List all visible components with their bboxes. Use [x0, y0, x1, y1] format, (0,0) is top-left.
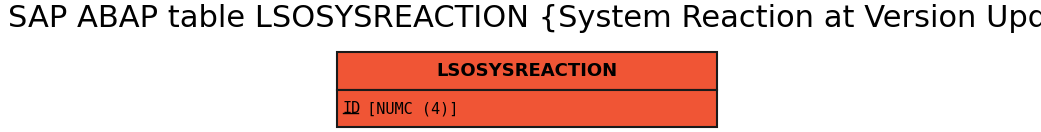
Bar [337, 90, 717, 127]
Text: SAP ABAP table LSOSYSREACTION {System Reaction at Version Update}: SAP ABAP table LSOSYSREACTION {System Re… [8, 4, 1041, 33]
Text: LSOSYSREACTION: LSOSYSREACTION [436, 62, 617, 80]
Text: [NUMC (4)]: [NUMC (4)] [358, 101, 458, 116]
Bar [337, 52, 717, 90]
Text: ID: ID [342, 101, 361, 116]
